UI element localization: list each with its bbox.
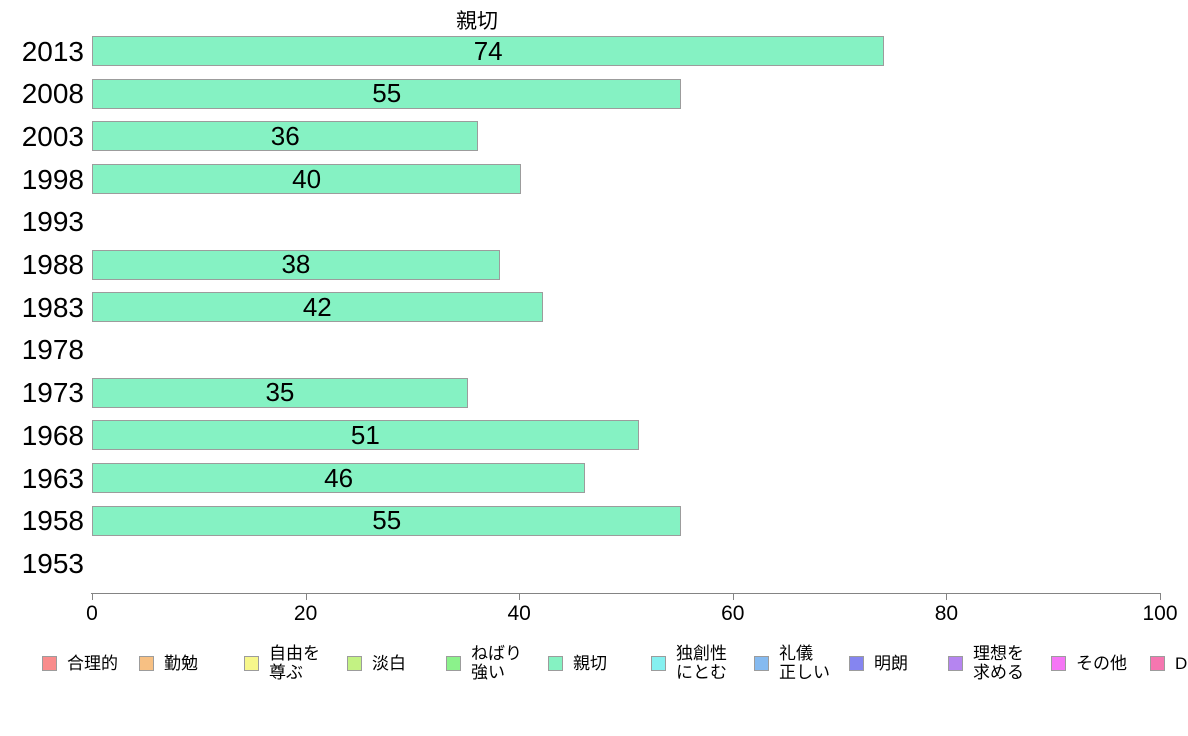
- x-axis-tick-label: 100: [1142, 602, 1178, 625]
- x-axis-tick-label: 20: [293, 602, 318, 625]
- legend-item: 合理的: [42, 641, 118, 685]
- x-axis-tick: [1160, 593, 1161, 600]
- legend-item: 親切: [548, 641, 607, 685]
- bar-value-label: 40: [292, 163, 322, 194]
- x-axis-tick-label: 60: [721, 602, 745, 625]
- legend-label: その他: [1076, 653, 1127, 673]
- legend-swatch: [548, 655, 563, 671]
- legend-swatch: [651, 655, 666, 671]
- legend-item: 明朗: [849, 641, 908, 685]
- bar: 46: [92, 462, 586, 493]
- legend-swatch: [42, 655, 57, 671]
- bar: 55: [92, 78, 682, 109]
- bar-value-label: 51: [350, 419, 380, 450]
- bar-row: 1963 46: [0, 457, 1188, 500]
- bar-row: 1998 40: [0, 158, 1188, 201]
- x-axis-tick: [946, 593, 948, 600]
- legend-swatch: [1051, 655, 1066, 671]
- legend-item: その他: [1051, 641, 1127, 685]
- legend-item: 淡白: [347, 641, 406, 685]
- legend-swatch: [1150, 655, 1165, 671]
- x-axis-tick-label: 40: [507, 602, 531, 625]
- bar-row: 2013 74: [0, 30, 1188, 73]
- year-label: 1998: [21, 163, 84, 195]
- x-axis-tick: [305, 593, 307, 600]
- legend-label: 親切: [573, 653, 607, 673]
- legend-item: 自由を 尊ぶ: [244, 641, 320, 685]
- year-label: 1968: [21, 419, 84, 451]
- legend-label: 理想を 求める: [973, 644, 1024, 682]
- bar-row: 2003 36: [0, 115, 1188, 158]
- year-label: 1953: [21, 547, 84, 579]
- bar-value-label: 46: [324, 462, 354, 493]
- bar-value-label: 35: [265, 377, 295, 408]
- legend-swatch: [139, 655, 154, 671]
- chart-title: 親切: [456, 10, 498, 33]
- legend-item: ねばり 強い: [446, 641, 522, 685]
- bar-value-label: 36: [270, 120, 300, 151]
- year-label: 1983: [21, 291, 84, 323]
- bar-row: 1988 38: [0, 244, 1188, 287]
- year-label: 1988: [21, 249, 84, 280]
- year-label: 1958: [21, 505, 84, 537]
- bar-row: 1953: [0, 542, 1188, 585]
- x-axis-line: [91, 593, 1161, 594]
- legend-label: 勤勉: [164, 653, 198, 673]
- bar-value-label: 74: [473, 35, 503, 66]
- bar-value-label: 42: [302, 291, 332, 322]
- x-axis-tick: [92, 593, 93, 600]
- bar-row: 1973 35: [0, 372, 1188, 415]
- bar: 51: [92, 419, 639, 451]
- legend-label: 自由を 尊ぶ: [269, 644, 320, 682]
- bar-row: 2008 55: [0, 73, 1188, 116]
- year-label: 1993: [21, 206, 84, 238]
- legend-swatch: [347, 655, 362, 671]
- bar-row: 1983 42: [0, 286, 1188, 329]
- x-axis-tick: [519, 593, 521, 600]
- year-label: 1973: [21, 377, 84, 409]
- bar: 36: [92, 120, 479, 152]
- bar: 55: [92, 505, 682, 536]
- bar: 35: [92, 377, 468, 408]
- legend-swatch: [244, 655, 259, 671]
- bar: 42: [92, 291, 543, 323]
- year-label: 1978: [21, 334, 84, 366]
- legend-swatch: [754, 655, 769, 671]
- legend-label: 明朗: [874, 653, 908, 673]
- bar: 38: [92, 249, 500, 280]
- legend-label: D: [1175, 653, 1188, 673]
- bar-value-label: 55: [372, 78, 402, 109]
- bar: 74: [92, 35, 885, 66]
- year-label: 2013: [21, 35, 84, 67]
- year-label: 2008: [21, 78, 84, 110]
- legend-swatch: [446, 655, 461, 671]
- legend-label: 独創性 にとむ: [676, 644, 727, 682]
- legend-label: 礼儀 正しい: [779, 644, 830, 682]
- legend-item: 礼儀 正しい: [754, 641, 830, 685]
- x-axis-tick-label: 0: [86, 602, 98, 625]
- legend-item: 勤勉: [139, 641, 198, 685]
- bar-value-label: 38: [281, 249, 311, 279]
- legend-item: 独創性 にとむ: [651, 641, 727, 685]
- year-label: 2003: [21, 120, 84, 152]
- legend-item: 理想を 求める: [948, 641, 1024, 685]
- bar-row: 1978: [0, 329, 1188, 372]
- bar-row: 1993: [0, 201, 1188, 244]
- bar-value-label: 55: [372, 505, 402, 536]
- bar-row: 1958 55: [0, 500, 1188, 543]
- bar-row: 1968 51: [0, 414, 1188, 457]
- bar: 40: [92, 163, 522, 195]
- x-axis-tick-label: 80: [934, 602, 959, 625]
- legend-swatch: [849, 655, 864, 671]
- legend-label: 淡白: [372, 653, 406, 673]
- legend-label: 合理的: [67, 653, 118, 673]
- x-axis-tick: [732, 593, 734, 600]
- legend-swatch: [948, 655, 963, 671]
- legend-label: ねばり 強い: [471, 644, 522, 682]
- legend-item: D: [1150, 641, 1187, 685]
- year-label: 1963: [21, 462, 84, 494]
